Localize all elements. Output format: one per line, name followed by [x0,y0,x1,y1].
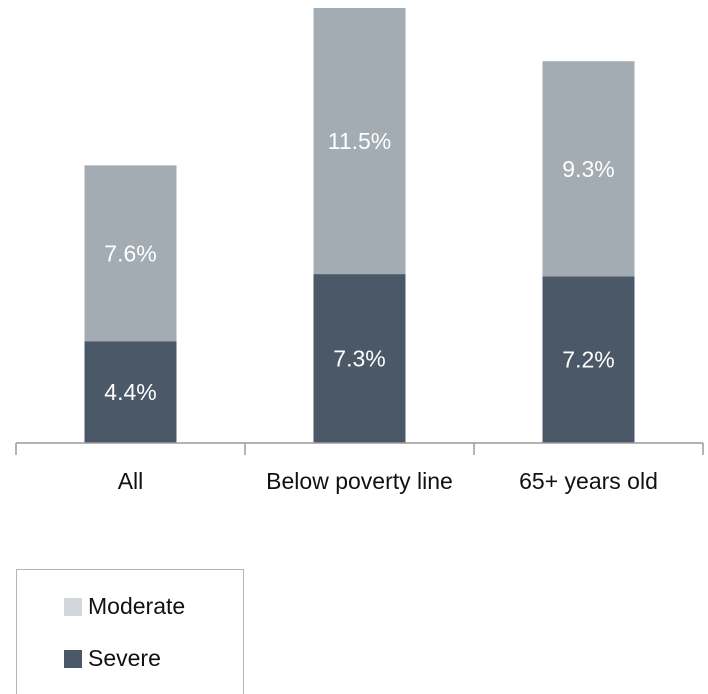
data-label-severe-all: 4.4% [104,379,156,405]
legend-item-moderate: Moderate [64,593,185,620]
x-tick-label-65-years-old: 65+ years old [519,468,658,494]
legend-swatch-moderate [64,597,82,616]
bar-severe-65-years-old [542,276,635,443]
data-label-severe-65-years-old: 7.2% [562,347,614,373]
bar-moderate-65-years-old [542,61,635,277]
data-labels-layer: 4.4% 7.6% 7.3% 11.5% 7.2% 9.3% [104,128,614,405]
data-label-moderate-65-years-old: 9.3% [562,156,614,182]
bar-moderate-below-poverty-line [313,8,406,275]
bars-layer [84,8,635,443]
legend: Moderate Severe [16,569,244,694]
stacked-bar-chart: 4.4% 7.6% 7.3% 11.5% 7.2% 9.3% All Below pover… [15,8,704,494]
x-tick-label-all: All [118,468,144,494]
legend-item-severe: Severe [64,645,161,672]
bar-severe-all [84,341,177,443]
bar-severe-below-poverty-line [313,274,406,443]
data-label-moderate-all: 7.6% [104,240,156,266]
data-label-moderate-below-poverty-line: 11.5% [328,128,392,154]
bar-moderate-all [84,165,177,342]
x-axis: All Below poverty line 65+ years old [15,442,704,494]
legend-label-severe: Severe [88,645,161,671]
x-tick-label-below-poverty-line: Below poverty line [266,468,453,494]
legend-swatch-severe [64,649,82,668]
legend-label-moderate: Moderate [88,593,186,619]
data-label-severe-below-poverty-line: 7.3% [333,346,385,372]
